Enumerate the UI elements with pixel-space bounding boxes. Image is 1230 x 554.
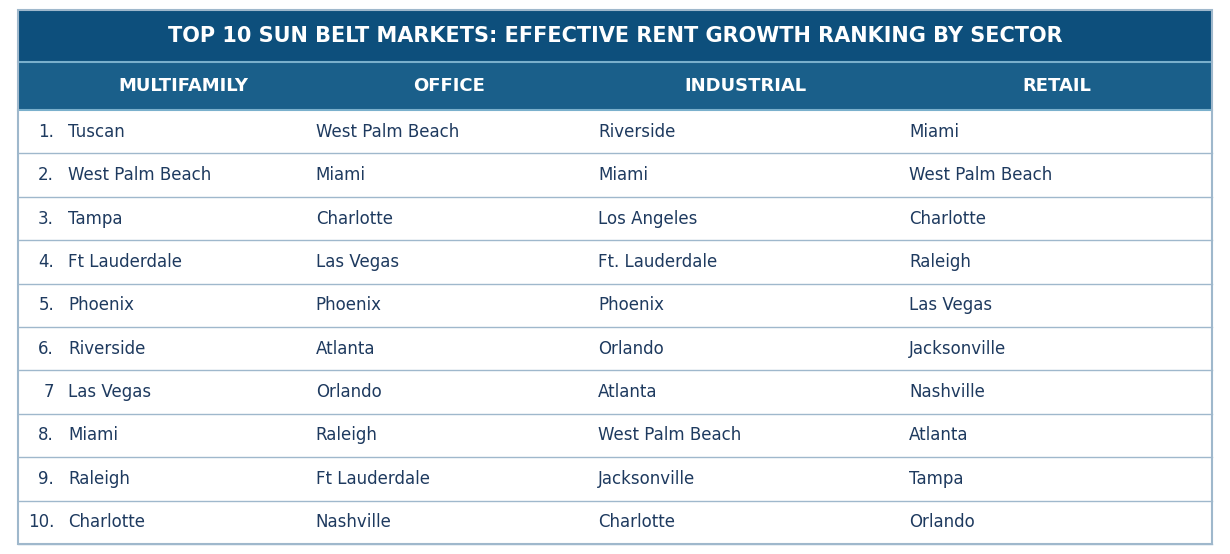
Text: Charlotte: Charlotte <box>68 514 145 531</box>
Text: Phoenix: Phoenix <box>316 296 381 314</box>
Text: Orlando: Orlando <box>909 514 974 531</box>
Text: Orlando: Orlando <box>316 383 381 401</box>
Bar <box>18 62 1212 110</box>
Text: Miami: Miami <box>316 166 365 184</box>
Text: Tampa: Tampa <box>909 470 963 488</box>
Text: Raleigh: Raleigh <box>68 470 130 488</box>
Text: Riverside: Riverside <box>68 340 145 358</box>
Bar <box>18 153 1212 197</box>
Text: Jacksonville: Jacksonville <box>598 470 695 488</box>
Bar <box>18 457 1212 501</box>
Text: 1.: 1. <box>38 122 54 141</box>
Text: 4.: 4. <box>38 253 54 271</box>
Text: Las Vegas: Las Vegas <box>68 383 151 401</box>
Text: West Palm Beach: West Palm Beach <box>909 166 1052 184</box>
Text: Atlanta: Atlanta <box>316 340 375 358</box>
Text: Ft Lauderdale: Ft Lauderdale <box>68 253 182 271</box>
Text: Atlanta: Atlanta <box>598 383 657 401</box>
Text: Raleigh: Raleigh <box>316 427 378 444</box>
Text: Las Vegas: Las Vegas <box>316 253 399 271</box>
Text: West Palm Beach: West Palm Beach <box>598 427 742 444</box>
Text: Ft. Lauderdale: Ft. Lauderdale <box>598 253 717 271</box>
Text: Atlanta: Atlanta <box>909 427 968 444</box>
Text: Tuscan: Tuscan <box>68 122 124 141</box>
Bar <box>18 414 1212 457</box>
Text: Riverside: Riverside <box>598 122 675 141</box>
Text: 3.: 3. <box>38 209 54 228</box>
Text: 7: 7 <box>43 383 54 401</box>
Bar <box>18 110 1212 153</box>
Text: Jacksonville: Jacksonville <box>909 340 1006 358</box>
Text: OFFICE: OFFICE <box>413 77 485 95</box>
Text: Los Angeles: Los Angeles <box>598 209 697 228</box>
Text: Charlotte: Charlotte <box>909 209 986 228</box>
Text: TOP 10 SUN BELT MARKETS: EFFECTIVE RENT GROWTH RANKING BY SECTOR: TOP 10 SUN BELT MARKETS: EFFECTIVE RENT … <box>167 26 1063 46</box>
Text: MULTIFAMILY: MULTIFAMILY <box>119 77 248 95</box>
Text: 9.: 9. <box>38 470 54 488</box>
Text: Orlando: Orlando <box>598 340 664 358</box>
Text: Miami: Miami <box>68 427 118 444</box>
Text: Ft Lauderdale: Ft Lauderdale <box>316 470 429 488</box>
Text: Tampa: Tampa <box>68 209 123 228</box>
Text: West Palm Beach: West Palm Beach <box>68 166 212 184</box>
Text: West Palm Beach: West Palm Beach <box>316 122 459 141</box>
Text: Phoenix: Phoenix <box>68 296 134 314</box>
Text: Nashville: Nashville <box>909 383 985 401</box>
Text: Charlotte: Charlotte <box>316 209 392 228</box>
Bar <box>18 197 1212 240</box>
Text: 10.: 10. <box>27 514 54 531</box>
Bar <box>18 371 1212 414</box>
Text: Raleigh: Raleigh <box>909 253 970 271</box>
Text: 2.: 2. <box>38 166 54 184</box>
Bar <box>18 501 1212 544</box>
Text: INDUSTRIAL: INDUSTRIAL <box>684 77 807 95</box>
Text: RETAIL: RETAIL <box>1022 77 1091 95</box>
Text: Miami: Miami <box>909 122 959 141</box>
Text: 8.: 8. <box>38 427 54 444</box>
Text: 5.: 5. <box>38 296 54 314</box>
Text: Nashville: Nashville <box>316 514 391 531</box>
Bar <box>18 284 1212 327</box>
Text: Phoenix: Phoenix <box>598 296 664 314</box>
Text: Charlotte: Charlotte <box>598 514 675 531</box>
Text: 6.: 6. <box>38 340 54 358</box>
Bar <box>18 10 1212 62</box>
Bar <box>18 327 1212 371</box>
Text: Miami: Miami <box>598 166 648 184</box>
Text: Las Vegas: Las Vegas <box>909 296 993 314</box>
Bar <box>18 240 1212 284</box>
